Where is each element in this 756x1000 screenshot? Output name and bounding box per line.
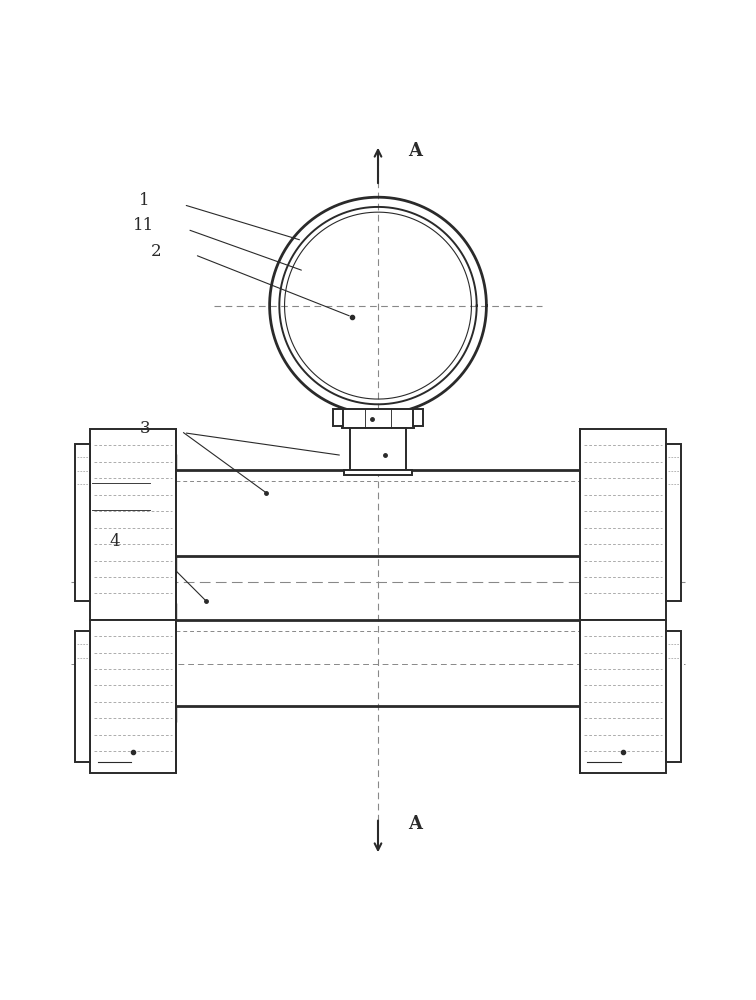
Text: A: A [408, 142, 422, 160]
Bar [580, 620, 666, 773]
Text: 2: 2 [150, 243, 161, 260]
Bar [75, 631, 90, 762]
Text: 4: 4 [110, 533, 120, 550]
Text: A: A [408, 815, 422, 833]
Bar [333, 409, 343, 426]
Bar [580, 429, 666, 620]
Bar [344, 470, 412, 475]
Bar [342, 409, 414, 428]
Text: 1: 1 [139, 192, 150, 209]
Bar [349, 428, 407, 470]
Bar [666, 444, 681, 601]
Bar [90, 620, 176, 773]
Bar [413, 409, 423, 426]
Bar [666, 631, 681, 762]
Text: 3: 3 [139, 420, 150, 437]
Text: 11: 11 [132, 217, 153, 234]
Bar [75, 444, 90, 601]
Bar [90, 429, 176, 620]
